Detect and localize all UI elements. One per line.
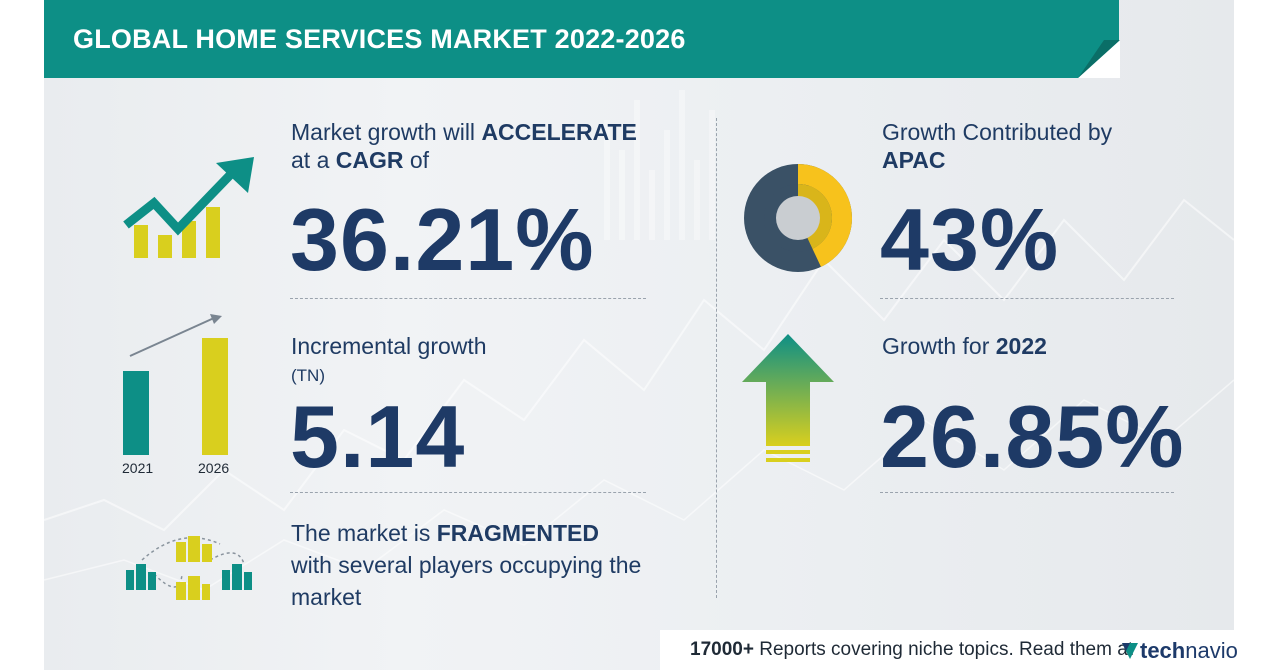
region-name: APAC bbox=[882, 147, 946, 173]
logo-text-navio: navio bbox=[1185, 638, 1238, 663]
background-panel bbox=[44, 0, 1234, 670]
market-label-bold: FRAGMENTED bbox=[436, 520, 599, 546]
cagr-value: 36.21% bbox=[290, 190, 595, 289]
incremental-label: Incremental growth bbox=[291, 333, 487, 359]
cagr-label2-bold: CAGR bbox=[335, 147, 404, 173]
divider-incremental bbox=[290, 492, 646, 493]
bar-comparison-icon bbox=[123, 314, 228, 455]
cagr-label-pre: Market growth will bbox=[291, 119, 482, 145]
header-bar bbox=[44, 0, 1119, 78]
yoy-label: Growth for 2022 bbox=[882, 330, 1047, 362]
background-chart-texture bbox=[44, 90, 1234, 591]
cagr-label-line1: Market growth will ACCELERATE bbox=[291, 116, 637, 148]
yoy-value: 26.85% bbox=[880, 387, 1185, 486]
cagr-label-line2: at a CAGR of bbox=[291, 144, 429, 176]
divider-cagr bbox=[290, 298, 646, 299]
divider-region bbox=[880, 298, 1174, 299]
up-arrow-icon bbox=[742, 334, 834, 462]
market-label-line1: The market is FRAGMENTED bbox=[291, 517, 599, 549]
page-title: GLOBAL HOME SERVICES MARKET 2022-2026 bbox=[73, 24, 686, 54]
footer-report-count: 17000+ bbox=[690, 639, 754, 660]
market-label-line2: with several players occupying the bbox=[291, 552, 642, 578]
region-donut-icon bbox=[744, 164, 852, 272]
divider-yoy bbox=[880, 492, 1174, 493]
market-label-line3: market bbox=[291, 584, 362, 610]
footer-message: Reports covering niche topics. Read them… bbox=[753, 639, 1134, 660]
region-label: Growth Contributed by bbox=[882, 119, 1113, 145]
incremental-unit: (TN) bbox=[291, 366, 325, 385]
year-end-label: 2026 bbox=[198, 460, 230, 476]
incremental-value: 5.14 bbox=[290, 387, 466, 486]
yoy-label-pre: Growth for bbox=[882, 333, 996, 359]
yoy-year: 2022 bbox=[995, 333, 1047, 359]
year-start-label: 2021 bbox=[122, 460, 154, 476]
footer-text: 17000+ Reports covering niche topics. Re… bbox=[690, 639, 1133, 661]
cagr-label2-post: of bbox=[403, 147, 430, 173]
divider-vertical bbox=[716, 118, 717, 598]
footer-bar bbox=[660, 630, 1235, 670]
region-value: 43% bbox=[880, 190, 1060, 289]
buildings-network-icon bbox=[126, 536, 252, 600]
market-label-pre: The market is bbox=[291, 520, 437, 546]
growth-chart-arrow-icon bbox=[123, 157, 254, 258]
logo-text-tech: tech bbox=[1140, 638, 1186, 663]
cagr-label-bold: ACCELERATE bbox=[481, 119, 637, 145]
cagr-label2-pre: at a bbox=[291, 147, 336, 173]
header-fold-icon bbox=[1078, 40, 1120, 78]
technavio-logo[interactable]: technavio bbox=[1120, 638, 1238, 664]
technavio-logo-icon bbox=[1122, 643, 1138, 659]
